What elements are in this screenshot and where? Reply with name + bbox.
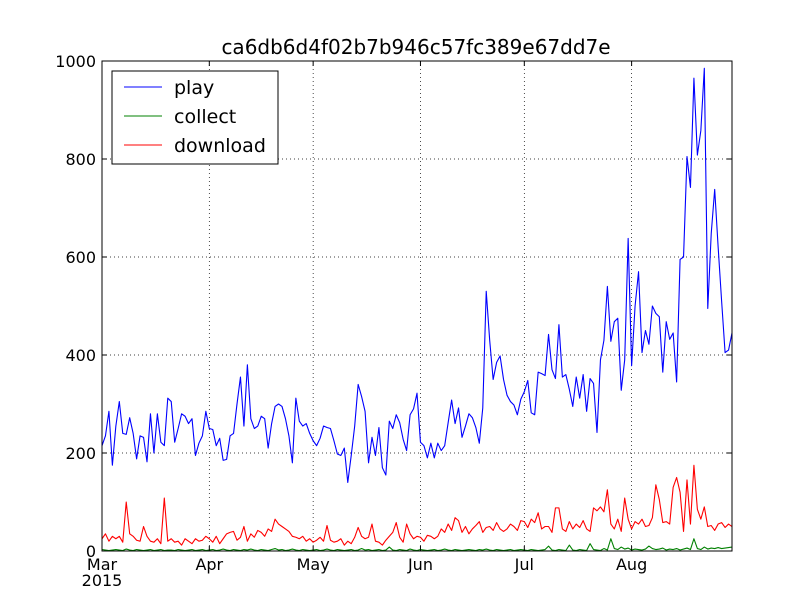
series-line-download (102, 464, 732, 546)
x-tick-label: Aug (616, 555, 647, 574)
series-line-collect (102, 538, 732, 551)
legend-label-collect: collect (174, 106, 236, 128)
x-tick-label: Jul (514, 555, 534, 574)
plot-frame (101, 60, 733, 552)
x-tick-label: May (297, 555, 330, 574)
y-tick-label: 0 (86, 542, 96, 561)
x-tick-label: Mar (87, 555, 118, 574)
series-line-play (102, 67, 732, 483)
x-tick-label: Apr (195, 555, 223, 574)
series-lines (102, 67, 732, 551)
x-tick-sublabel: 2015 (82, 571, 123, 590)
legend-label-download: download (174, 135, 266, 157)
y-tick-label: 600 (65, 248, 96, 267)
legend-label-play: play (174, 77, 214, 99)
y-tick-label: 800 (65, 150, 96, 169)
chart-title: ca6db6d4f02b7b946c57fc389e67dd7e (221, 35, 610, 59)
legend: play collect download (111, 70, 279, 165)
y-tick-label: 1000 (55, 52, 96, 71)
y-tick-label: 400 (65, 346, 96, 365)
x-tick-label: Jun (407, 555, 433, 574)
y-tick-label: 200 (65, 444, 96, 463)
